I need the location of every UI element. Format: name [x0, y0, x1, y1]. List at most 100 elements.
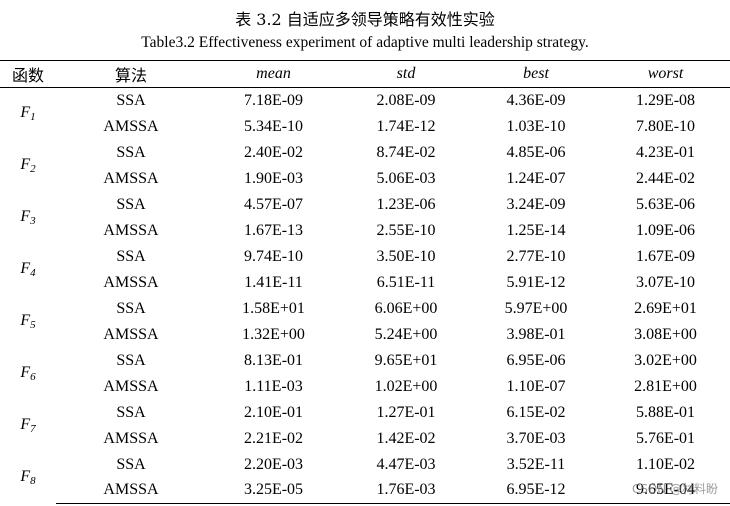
- cell-mean: 8.13E-01: [243, 351, 304, 369]
- cell-worst: 1.67E-09: [635, 247, 696, 265]
- cell-mean: 1.11E-03: [244, 377, 303, 395]
- cell-mean: 9.74E-10: [243, 247, 304, 265]
- cell-mean: 2.20E-03: [243, 455, 304, 473]
- table-row: F7 SSA 2.10E-01 1.27E-01 6.15E-02 5.88E-01: [0, 400, 730, 436]
- cell-worst: 2.81E+00: [634, 377, 697, 395]
- cell-worst: 3.02E+00: [634, 351, 697, 369]
- cell-worst: 5.88E-01: [635, 403, 696, 421]
- function-label: F4: [0, 244, 56, 296]
- function-label: F1: [0, 88, 56, 140]
- cell-worst: 5.76E-01: [635, 429, 696, 447]
- cell-best: 6.95E-12: [471, 477, 601, 504]
- header-algorithm: 算法: [56, 60, 206, 88]
- function-label: F5: [0, 296, 56, 348]
- cell-algo: SSA: [116, 403, 146, 421]
- cell-std: 2.08E-09: [376, 91, 436, 109]
- function-name: F: [20, 312, 31, 329]
- function-index: 8: [30, 475, 36, 487]
- function-label: F6: [0, 348, 56, 400]
- cell-mean: 2.40E-02: [243, 143, 304, 161]
- function-label: F2: [0, 140, 56, 192]
- cell-algo: SSA: [116, 91, 146, 109]
- cell-algo: SSA: [116, 143, 146, 161]
- table-row: F6 SSA 8.13E-01 9.65E+01 6.95E-06 3.02E+00: [0, 348, 730, 384]
- cell-best: 3.98E-01: [506, 325, 566, 343]
- function-name: F: [20, 208, 31, 225]
- table-title-english: Table3.2 Effectiveness experiment of ada…: [141, 34, 589, 51]
- cell-mean: 1.67E-13: [243, 221, 304, 239]
- cell-worst: 2.69E+01: [634, 299, 697, 317]
- cell-algo: AMSSA: [103, 325, 159, 343]
- cell-worst: 3.07E-10: [635, 273, 696, 291]
- cell-worst: 1.10E-02: [635, 455, 696, 473]
- cell-std: 5.06E-03: [376, 169, 436, 187]
- cell-std: 6.06E+00: [374, 299, 438, 317]
- cell-mean: 2.10E-01: [243, 403, 304, 421]
- header-row: 函数 算法 mean std best worst: [0, 60, 730, 88]
- cell-mean: 1.32E+00: [242, 325, 305, 343]
- table-row: AMSSA 1.41E-11 6.51E-11 5.91E-12 3.07E-10: [0, 270, 730, 296]
- cell-worst: 7.80E-10: [635, 117, 696, 135]
- table-row: AMSSA 5.34E-10 1.74E-12 1.03E-10 7.80E-10: [0, 114, 730, 140]
- cell-worst: 9.65E-04: [601, 477, 730, 504]
- cell-algo: AMSSA: [56, 477, 206, 504]
- cell-best: 6.95E-06: [506, 351, 566, 369]
- cell-std: 1.74E-12: [376, 117, 436, 135]
- cell-mean: 1.58E+01: [242, 299, 305, 317]
- cell-best: 4.85E-06: [506, 143, 566, 161]
- cell-mean: 3.25E-05: [206, 477, 341, 504]
- cell-worst: 2.44E-02: [635, 169, 696, 187]
- cell-worst: 1.09E-06: [635, 221, 696, 239]
- table-title-chinese: 表 3.2 自适应多领导策略有效性实验: [235, 10, 495, 29]
- cell-std: 1.02E+00: [374, 377, 438, 395]
- cell-std: 4.47E-03: [376, 455, 436, 473]
- function-index: 3: [30, 215, 36, 227]
- function-name: F: [20, 468, 31, 485]
- function-label: F3: [0, 192, 56, 244]
- cell-algo: SSA: [116, 195, 146, 213]
- cell-best: 1.10E-07: [506, 377, 566, 395]
- cell-algo: AMSSA: [103, 117, 159, 135]
- header-mean: mean: [206, 60, 341, 88]
- cell-mean: 5.34E-10: [243, 117, 304, 135]
- table-row: F2 SSA 2.40E-02 8.74E-02 4.85E-06 4.23E-01: [0, 140, 730, 176]
- function-name: F: [20, 260, 31, 277]
- cell-algo: AMSSA: [103, 273, 159, 291]
- function-index: 7: [30, 423, 36, 435]
- cell-best: 1.03E-10: [506, 117, 566, 135]
- cell-worst: 3.08E+00: [634, 325, 697, 343]
- cell-algo: AMSSA: [103, 377, 159, 395]
- cell-std: 5.24E+00: [374, 325, 438, 343]
- table-row: F1 SSA 7.18E-09 2.08E-09 4.36E-09 1.29E-08: [0, 88, 730, 124]
- results-table: 函数 算法 mean std best worst F1 SSA 7.18E-09 2…: [0, 60, 730, 504]
- cell-best: 3.52E-11: [506, 455, 566, 473]
- table-row: AMSSA 1.11E-03 1.02E+00 1.10E-07 2.81E+00: [0, 374, 730, 400]
- cell-mean: 1.90E-03: [243, 169, 304, 187]
- function-index: 2: [30, 163, 36, 175]
- cell-best: 3.24E-09: [506, 195, 566, 213]
- function-index: 1: [30, 111, 36, 124]
- cell-best: 3.70E-03: [506, 429, 566, 447]
- table-row: AMSSA 2.21E-02 1.42E-02 3.70E-03 5.76E-01: [0, 426, 730, 452]
- function-name: F: [20, 104, 31, 122]
- function-name: F: [20, 364, 31, 381]
- cell-std: 3.50E-10: [376, 247, 436, 265]
- table-row: F3 SSA 4.57E-07 1.23E-06 3.24E-09 5.63E-06: [0, 192, 730, 228]
- table-row: AMSSA 3.25E-05 1.76E-03 6.95E-12 9.65E-04: [0, 477, 730, 504]
- cell-algo: SSA: [116, 455, 146, 473]
- cell-algo: AMSSA: [103, 221, 159, 239]
- cell-mean: 4.57E-07: [243, 195, 304, 213]
- cell-algo: SSA: [116, 299, 146, 317]
- cell-worst: 5.63E-06: [635, 195, 696, 213]
- cell-best: 4.36E-09: [506, 91, 566, 109]
- header-std: std: [341, 60, 471, 88]
- function-label: F7: [0, 400, 56, 452]
- table-row: AMSSA 1.32E+00 5.24E+00 3.98E-01 3.08E+00: [0, 322, 730, 348]
- cell-algo: AMSSA: [103, 429, 159, 447]
- cell-mean: 7.18E-09: [243, 91, 304, 109]
- cell-mean: 2.21E-02: [243, 429, 304, 447]
- cell-std: 1.42E-02: [376, 429, 436, 447]
- function-index: 5: [30, 319, 36, 331]
- header-best: best: [471, 60, 601, 88]
- function-name: F: [20, 156, 31, 173]
